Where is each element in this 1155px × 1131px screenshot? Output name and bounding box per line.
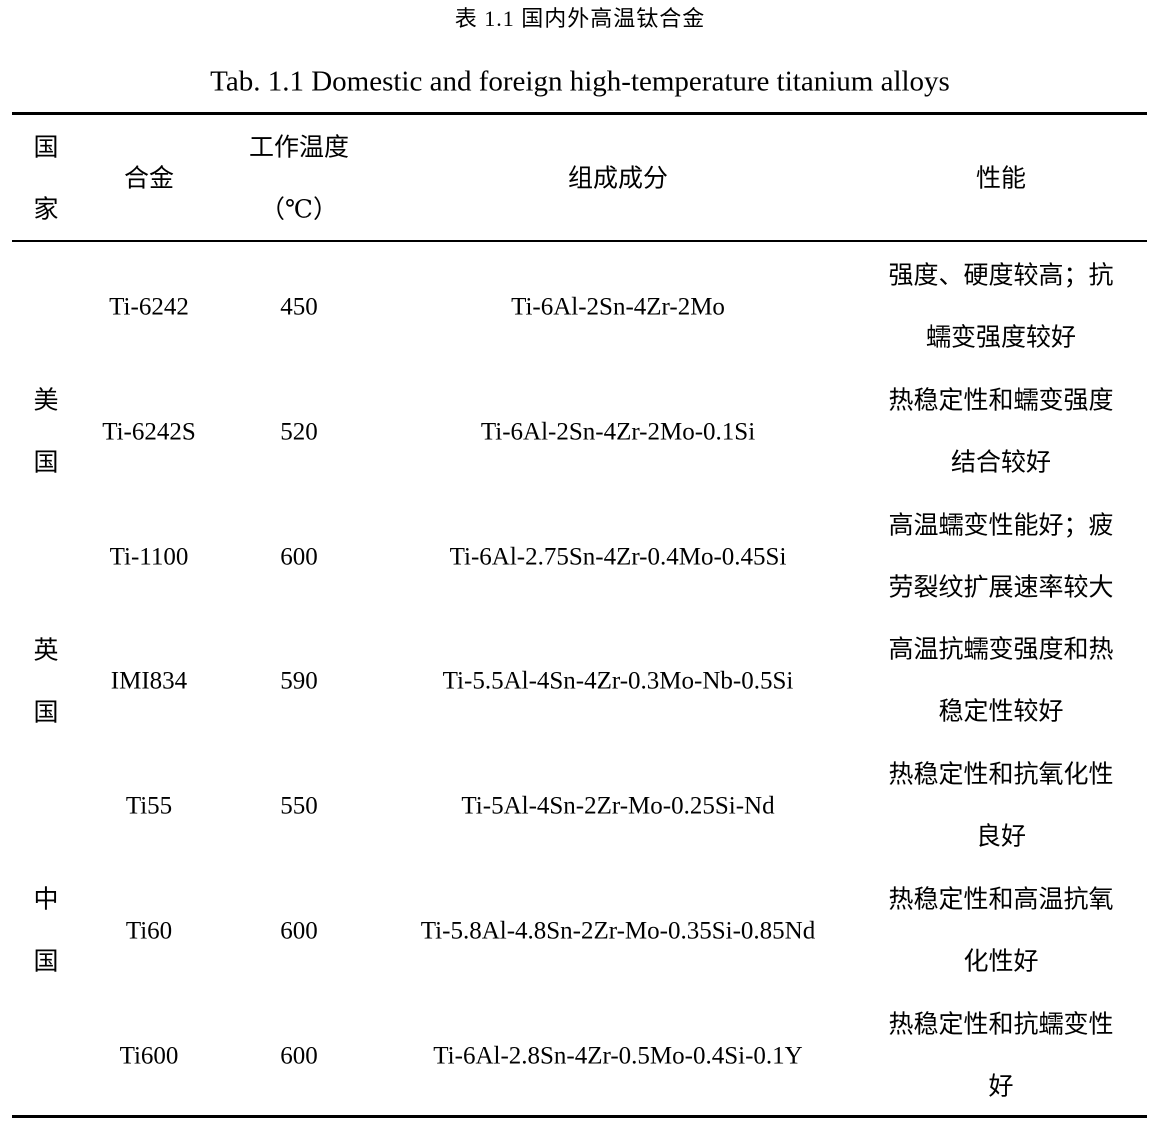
cell-temp: 450 [280,293,318,321]
cell-properties-line: 劳裂纹扩展速率较大 [888,574,1114,602]
cell-properties-line: 热稳定性和抗氧化性 [888,761,1114,789]
cell-alloy: Ti600 [119,1042,179,1070]
cell-properties-line: 良好 [975,823,1027,851]
cell-alloy: Ti-6242 [109,293,189,321]
cell-properties-line: 强度、硬度较高；抗 [888,262,1114,290]
cell-properties-line: 热稳定性和蠕变强度 [888,387,1114,415]
cell-temp: 600 [280,917,318,945]
cell-alloy: Ti55 [125,792,173,820]
cell-alloy: Ti-6242S [102,418,196,446]
header-composition: 组成成分 [567,165,669,193]
cell-properties-line: 热稳定性和抗蠕变性 [888,1011,1114,1039]
top-rule [12,112,1147,115]
caption-chinese: 表 1.1 国内外高温钛合金 [454,6,706,31]
cell-composition: Ti-6Al-2.8Sn-4Zr-0.5Mo-0.4Si-0.1Y [433,1042,803,1070]
cell-properties-line: 结合较好 [950,449,1052,477]
country-label: 国 [33,948,59,976]
cell-properties-line: 化性好 [963,948,1039,976]
country-label: 美 [33,387,59,415]
country-label: 英 [33,637,59,665]
cell-alloy: IMI834 [110,667,188,695]
caption-english: Tab. 1.1 Domestic and foreign high-tempe… [210,65,950,98]
bottom-rule [12,1115,1147,1118]
cell-temp: 520 [280,418,318,446]
cell-alloy: Ti60 [125,917,173,945]
header-alloy: 合金 [123,165,175,193]
cell-temp: 600 [280,543,318,571]
header-country-2: 家 [33,196,59,224]
country-label: 国 [33,699,59,727]
cell-temp: 600 [280,1042,318,1070]
header-rule [12,240,1147,242]
cell-composition: Ti-6Al-2Sn-4Zr-2Mo-0.1Si [480,418,756,446]
header-country-1: 国 [33,134,59,162]
cell-temp: 550 [280,792,318,820]
cell-composition: Ti-5Al-4Sn-2Zr-Mo-0.25Si-Nd [461,792,775,820]
country-label: 中 [33,886,59,914]
cell-properties-line: 好 [988,1073,1014,1101]
cell-composition: Ti-5.5Al-4Sn-4Zr-0.3Mo-Nb-0.5Si [442,667,794,695]
cell-composition: Ti-6Al-2.75Sn-4Zr-0.4Mo-0.45Si [449,543,787,571]
country-label: 国 [33,449,59,477]
cell-properties-line: 高温抗蠕变强度和热 [888,636,1114,664]
header-properties: 性能 [975,165,1027,193]
cell-alloy: Ti-1100 [109,543,189,571]
cell-properties-line: 稳定性较好 [938,698,1064,726]
header-temp-2: （℃） [260,196,338,224]
header-temp-1: 工作温度 [248,134,350,162]
cell-temp: 590 [280,667,318,695]
cell-properties-line: 高温蠕变性能好；疲 [888,512,1114,540]
cell-properties-line: 蠕变强度较好 [925,324,1077,352]
cell-composition: Ti-6Al-2Sn-4Zr-2Mo [511,293,725,321]
cell-properties-line: 热稳定性和高温抗氧 [888,886,1114,914]
cell-composition: Ti-5.8Al-4.8Sn-2Zr-Mo-0.35Si-0.85Nd [420,917,816,945]
